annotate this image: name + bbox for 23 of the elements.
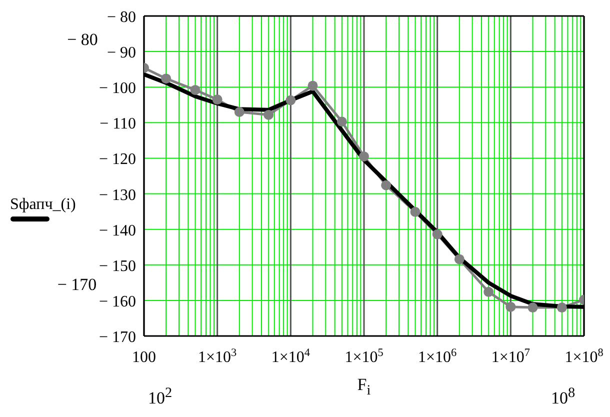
y-tick-label: − 160 — [98, 293, 136, 310]
x-tick-label: 1×10$^{8}$ — [564, 347, 604, 366]
x-axis-title: F$_{i}$ — [356, 375, 372, 400]
text: − 170 — [56, 275, 98, 295]
y-tick-label: − 140 — [98, 222, 136, 240]
x-tick-label: 1×10$^{4}$ — [271, 347, 310, 366]
y-tick-label: − 110 — [100, 116, 136, 133]
x-tick-label: 1×10$^{7}$ — [491, 347, 530, 366]
x-tick-label: 1×10$^{5}$ — [344, 347, 384, 366]
text: Sфапч_(i) — [10, 196, 76, 213]
y-tick-label: − 120 — [98, 151, 136, 168]
y-tick-label: − 170 — [98, 329, 136, 346]
y-tick-label: − 80 — [106, 9, 136, 26]
text: 10$^{2}$ — [146, 385, 174, 409]
x-tick-label: 1×10$^{6}$ — [418, 347, 458, 366]
y-tick-label: − 100 — [98, 80, 136, 98]
x-tick-label: 1×10$^{3}$ — [198, 347, 238, 366]
text: − 80 — [66, 30, 99, 50]
x-tick-label: 100 — [132, 349, 156, 366]
y-tick-label: − 150 — [98, 258, 136, 275]
y-tick-label: − 130 — [98, 186, 136, 204]
y-tick-label: − 90 — [106, 44, 136, 62]
text: 10$^{8}$ — [550, 385, 576, 409]
